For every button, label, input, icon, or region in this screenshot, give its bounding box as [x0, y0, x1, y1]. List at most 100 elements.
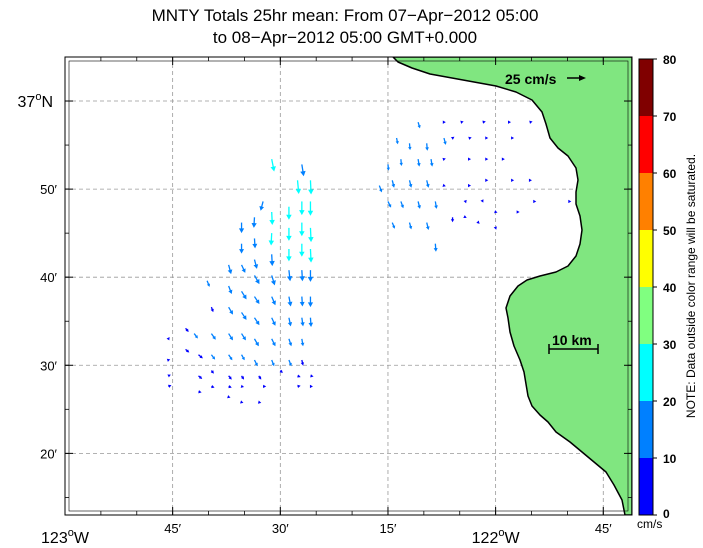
current-vector: [450, 217, 455, 223]
current-vector: [299, 270, 305, 282]
colorbar-segment: [639, 458, 653, 515]
colorbar-segment: [639, 230, 653, 287]
lon-label: 45′: [595, 521, 612, 536]
saturation-note: NOTE: Data outside color range will be s…: [684, 154, 698, 418]
colorbar-tick-label: 50: [663, 224, 677, 238]
current-vector: [460, 120, 464, 124]
current-vector: [511, 178, 515, 182]
current-vector: [501, 157, 505, 161]
current-vector: [485, 136, 489, 140]
current-vector: [408, 180, 413, 188]
current-vector: [568, 199, 572, 204]
colorbar-segment: [639, 344, 653, 401]
current-vector: [408, 143, 412, 151]
current-vector: [533, 199, 537, 204]
current-vector: [253, 259, 259, 269]
current-vector: [253, 296, 260, 305]
current-vector: [271, 359, 275, 367]
colorbar-segment: [639, 116, 653, 173]
lon-label-major: 123oW: [41, 527, 90, 547]
current-vector: [429, 159, 434, 167]
colorbar-tick-label: 30: [663, 338, 677, 352]
current-vector: [417, 201, 421, 209]
current-vector: [516, 210, 520, 214]
current-vector: [493, 226, 497, 230]
current-vector: [528, 178, 532, 182]
current-vector: [451, 136, 455, 140]
current-vector: [417, 121, 421, 129]
current-vector: [168, 384, 172, 388]
current-vector: [228, 333, 233, 341]
current-vector: [485, 157, 489, 161]
current-vector: [210, 354, 216, 360]
current-vector: [299, 201, 305, 216]
current-vector: [468, 183, 472, 188]
current-vector: [252, 238, 258, 249]
colorbar-tick-label: 20: [663, 395, 677, 409]
current-vector: [468, 136, 472, 140]
current-vector: [433, 243, 438, 252]
current-vector: [253, 275, 260, 285]
colorbar-segment: [639, 173, 653, 230]
current-vector: [257, 400, 262, 404]
current-vector: [391, 180, 396, 188]
current-vector: [270, 275, 276, 286]
current-vector: [307, 201, 314, 216]
current-vector: [295, 180, 302, 194]
current-vector: [309, 384, 313, 389]
map-title-line-2: to 08−Apr−2012 05:00 GMT+0.000: [212, 28, 478, 47]
lat-label: 30′: [40, 358, 57, 373]
latitude-labels: 37oN 50′ 40′ 30′ 20′: [18, 91, 58, 461]
current-vector: [241, 312, 247, 320]
current-vector: [299, 243, 305, 257]
current-vector: [288, 359, 292, 367]
current-vector: [468, 157, 472, 161]
current-vector: [241, 333, 246, 341]
current-vector: [425, 222, 430, 231]
current-vector: [476, 220, 480, 224]
vector-scale: 25 cm/s: [505, 71, 586, 87]
current-vector: [253, 359, 258, 367]
colorbar-tick-label: 0: [663, 507, 670, 521]
current-vector: [286, 227, 292, 241]
current-vector: [228, 285, 233, 295]
current-vector: [307, 296, 314, 308]
distance-scale-label: 10 km: [552, 332, 592, 348]
current-vector: [494, 210, 498, 214]
current-vector: [185, 348, 190, 353]
current-vector: [210, 306, 214, 313]
current-vector: [268, 233, 275, 246]
map-title-line-1: MNTY Totals 25hr mean: From 07−Apr−2012 …: [151, 6, 539, 25]
current-vector: [308, 248, 314, 263]
lon-label-major: 122oW: [472, 527, 521, 547]
current-vector: [300, 317, 305, 327]
current-vector: [511, 136, 515, 140]
current-vector: [300, 164, 306, 177]
current-vector: [228, 375, 232, 380]
current-vector: [271, 317, 276, 326]
current-vector: [386, 164, 390, 171]
current-vector: [167, 374, 171, 378]
current-vector: [251, 217, 257, 228]
current-vector: [399, 159, 403, 166]
colorbar-tick-label: 10: [663, 452, 677, 466]
colorbar-segment: [639, 287, 653, 344]
current-vector: [287, 296, 293, 307]
current-vector: [228, 385, 232, 389]
current-vector: [463, 215, 467, 219]
current-vector: [271, 296, 276, 306]
lat-label: 20′: [40, 446, 57, 461]
current-vector: [240, 375, 245, 380]
colorbar-tick-label: 70: [663, 110, 677, 124]
current-vector: [228, 354, 233, 361]
current-vector: [269, 254, 275, 267]
current-vector: [263, 384, 267, 389]
current-vector: [286, 249, 292, 262]
longitude-labels: 123oW 45′ 30′ 15′ 122oW 45′: [41, 521, 612, 547]
current-vector: [508, 120, 512, 124]
current-vector: [391, 222, 396, 229]
current-vector: [206, 280, 211, 287]
current-vector: [286, 206, 292, 220]
current-vector: [271, 338, 276, 347]
current-vector: [480, 199, 484, 203]
